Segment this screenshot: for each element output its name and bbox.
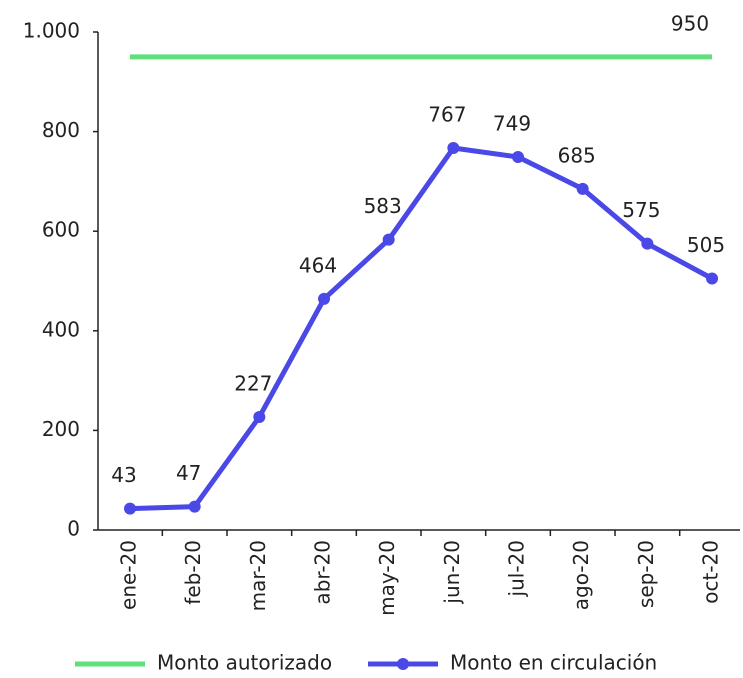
y-tick-label: 600 (42, 218, 80, 242)
data-point (188, 500, 201, 513)
data-label: 464 (299, 253, 337, 277)
x-tick-label: jul-20 (505, 540, 529, 597)
y-tick-label: 1.000 (23, 19, 80, 43)
data-point (447, 142, 460, 155)
series-line (129, 145, 714, 512)
legend-label: Monto en circulación (450, 651, 657, 675)
x-tick-label: mar-20 (246, 540, 270, 611)
legend-marker (397, 658, 409, 670)
data-point (318, 292, 331, 305)
data-label: 749 (493, 111, 531, 135)
x-tick-label: ago-20 (569, 540, 593, 610)
data-point (706, 272, 719, 285)
data-point (124, 502, 136, 515)
y-tick-label: 200 (42, 417, 80, 441)
data-label: 575 (622, 198, 660, 222)
x-tick-label: may-20 (375, 540, 399, 616)
x-tick-label: feb-20 (181, 540, 205, 605)
data-point (253, 410, 266, 423)
data-label: 47 (176, 461, 201, 485)
x-tick-label: abr-20 (311, 540, 335, 605)
x-tick-label: ene-20 (117, 540, 141, 610)
legend-label: Monto autorizado (157, 651, 332, 675)
data-point (576, 182, 589, 195)
y-tick-label: 400 (42, 317, 80, 341)
data-point (512, 150, 525, 163)
data-label: 767 (428, 103, 466, 127)
x-tick-label: sep-20 (634, 540, 658, 608)
data-label: 950 (671, 11, 709, 35)
data-label: 583 (364, 194, 402, 218)
data-label: 505 (687, 233, 725, 257)
data-point (641, 237, 654, 250)
data-label: 227 (234, 371, 272, 395)
data-point (382, 233, 395, 246)
data-label: 43 (111, 463, 136, 487)
x-tick-label: oct-20 (699, 540, 723, 604)
y-tick-label: 0 (67, 517, 80, 541)
data-label: 685 (558, 143, 596, 167)
y-tick-label: 800 (42, 118, 80, 142)
x-tick-label: jun-20 (440, 540, 464, 605)
